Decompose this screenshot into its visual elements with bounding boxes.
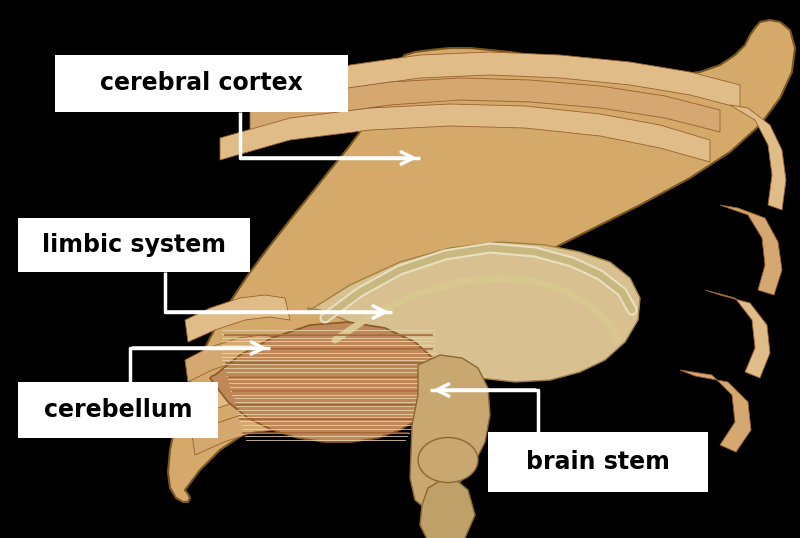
Polygon shape [185, 295, 290, 342]
FancyBboxPatch shape [18, 382, 218, 438]
FancyBboxPatch shape [488, 432, 708, 492]
Polygon shape [192, 410, 300, 455]
Polygon shape [720, 205, 782, 295]
Polygon shape [210, 322, 440, 442]
FancyBboxPatch shape [55, 55, 348, 112]
Polygon shape [730, 105, 786, 210]
Polygon shape [308, 242, 640, 382]
Text: brain stem: brain stem [526, 450, 670, 474]
Text: cerebellum: cerebellum [44, 398, 192, 422]
FancyBboxPatch shape [18, 218, 250, 272]
Text: cerebral cortex: cerebral cortex [100, 72, 303, 96]
Ellipse shape [418, 437, 478, 483]
Polygon shape [680, 370, 751, 452]
Polygon shape [410, 355, 490, 508]
Polygon shape [188, 375, 292, 420]
Polygon shape [220, 104, 710, 162]
Polygon shape [168, 20, 795, 502]
Polygon shape [290, 52, 740, 108]
Text: limbic system: limbic system [42, 233, 226, 257]
Polygon shape [420, 475, 475, 538]
Polygon shape [705, 290, 770, 378]
Polygon shape [185, 335, 286, 382]
Polygon shape [250, 78, 720, 132]
